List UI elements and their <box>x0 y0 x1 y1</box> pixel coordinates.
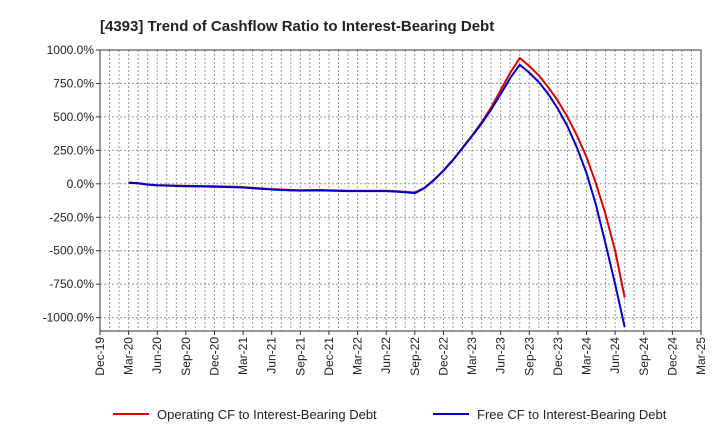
series-line-2 <box>128 63 626 328</box>
x-tick-label: Jun-23 <box>494 337 508 374</box>
x-axis-ticks: Dec-19 Mar-20 Jun-20 Sep-20 Dec-20 Mar-21 Jun-… <box>93 331 708 376</box>
y-tick-label: 1000.0% <box>47 43 95 57</box>
y-tick-label: 250.0% <box>53 143 94 157</box>
x-tick-label: Sep-22 <box>408 337 422 376</box>
legend-label-1: Operating CF to Interest-Bearing Debt <box>157 407 377 422</box>
x-tick-label: Jun-20 <box>150 337 164 374</box>
y-tick-label: -250.0% <box>49 210 94 224</box>
grid-lines <box>100 49 701 331</box>
x-tick-label: Sep-21 <box>293 337 307 376</box>
y-tick-label: 0.0% <box>67 177 95 191</box>
x-tick-label: Dec-24 <box>665 337 679 376</box>
series-line-1 <box>128 57 626 298</box>
x-tick-label: Dec-23 <box>551 337 565 376</box>
x-tick-label: Dec-22 <box>436 337 450 376</box>
x-tick-label: Mar-22 <box>351 337 365 375</box>
y-tick-label: -500.0% <box>49 244 94 258</box>
plot-area-frame <box>99 49 702 332</box>
x-tick-label: Dec-20 <box>207 337 221 376</box>
y-tick-label: 750.0% <box>53 76 94 90</box>
x-tick-label: Jun-22 <box>379 337 393 374</box>
y-axis-ticks: 1000.0% 750.0% 500.0% 250.0% 0.0% -250.0% -500… <box>43 43 100 325</box>
chart-title: [4393] Trend of Cashflow Ratio to Intere… <box>100 18 494 35</box>
x-tick-label: Jun-21 <box>265 337 279 374</box>
x-tick-label: Jun-24 <box>608 337 622 374</box>
y-tick-label: 500.0% <box>53 110 94 124</box>
x-tick-label: Sep-20 <box>179 337 193 376</box>
x-tick-label: Dec-19 <box>93 337 107 376</box>
y-tick-label: -750.0% <box>49 277 94 291</box>
x-tick-label: Mar-25 <box>694 337 708 375</box>
y-tick-label: -1000.0% <box>43 311 95 325</box>
x-tick-label: Dec-21 <box>322 337 336 376</box>
x-tick-label: Sep-23 <box>522 337 536 376</box>
x-tick-label: Sep-24 <box>637 337 651 376</box>
legend-label-2: Free CF to Interest-Bearing Debt <box>477 407 667 422</box>
x-tick-label: Mar-21 <box>236 337 250 375</box>
series-lines <box>128 57 626 328</box>
x-tick-label: Mar-23 <box>465 337 479 375</box>
x-tick-label: Mar-20 <box>122 337 136 375</box>
x-tick-label: Mar-24 <box>580 337 594 375</box>
legend: Operating CF to Interest-Bearing Debt Fre… <box>113 407 667 422</box>
